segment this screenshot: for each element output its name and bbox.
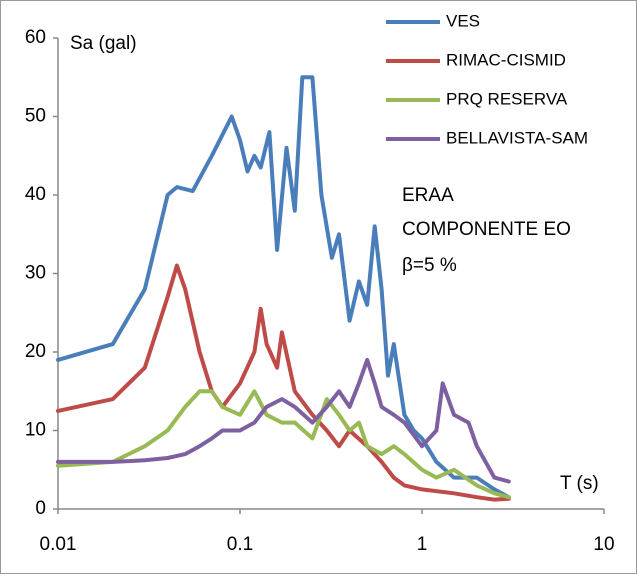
y-tick-label: 10: [25, 420, 46, 441]
annotation: COMPONENTE EO: [402, 219, 571, 240]
x-tick-label: 10: [593, 534, 614, 555]
y-tick-label: 50: [25, 106, 46, 127]
annotation: β=5 %: [402, 255, 457, 276]
y-tick-label: 0: [35, 498, 46, 519]
series-line: [56, 357, 511, 484]
x-tick-label: 0.1: [227, 534, 253, 555]
legend-label: PRQ RESERVA: [446, 89, 568, 108]
y-axis-label: Sa (gal): [70, 33, 137, 54]
y-tick-label: 20: [25, 341, 46, 362]
legend-label: BELLAVISTA-SAM: [446, 128, 588, 147]
legend-label: VES: [446, 11, 480, 30]
series-line: [56, 75, 511, 500]
legend-label: RIMAC-CISMID: [446, 50, 566, 69]
y-tick-label: 60: [25, 27, 46, 48]
y-tick-label: 30: [25, 263, 46, 284]
y-tick-label: 40: [25, 184, 46, 205]
series-line: [56, 389, 511, 500]
x-tick-label: 0.01: [40, 534, 77, 555]
series-line: [56, 263, 511, 502]
x-tick-label: 1: [417, 534, 428, 555]
annotation: ERAA: [402, 185, 454, 206]
x-axis-label: T (s): [560, 473, 599, 494]
